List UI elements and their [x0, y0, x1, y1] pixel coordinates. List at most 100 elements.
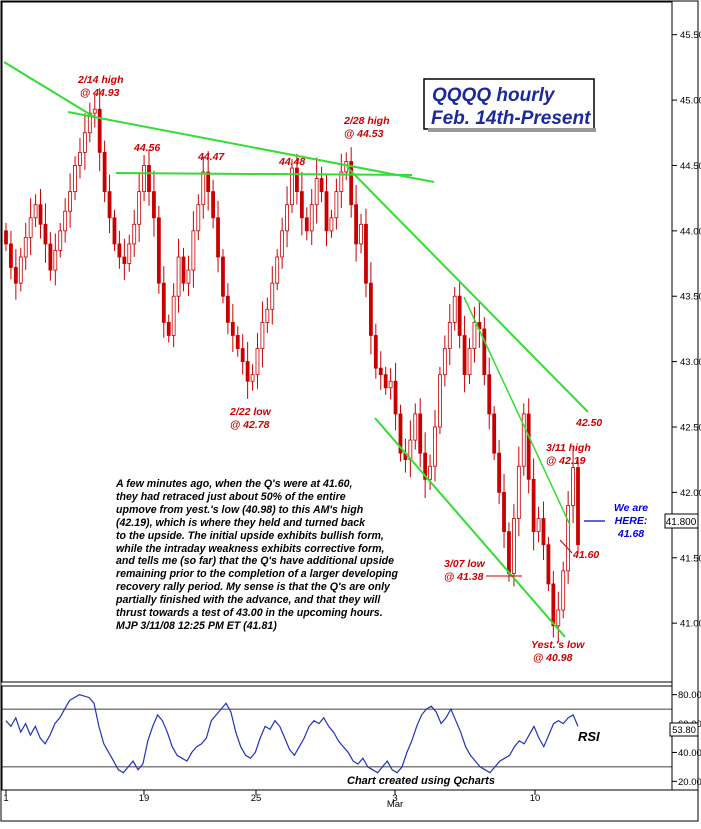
candle-body: [423, 452, 428, 480]
candle-body: [206, 171, 211, 193]
candle-body: [166, 321, 171, 336]
candle-body: [181, 256, 186, 284]
candle-body: [482, 328, 487, 376]
annotation-pointers: [486, 539, 573, 577]
commentary-line: A few minutes ago, when the Q's were at …: [116, 478, 353, 490]
commentary-line: they had retraced just about 50% of the …: [116, 490, 346, 503]
candle-body: [82, 132, 87, 153]
candle-body: [78, 151, 82, 166]
candle-body: [457, 295, 462, 336]
candle-body: [314, 178, 319, 206]
candle-body: [33, 204, 38, 219]
candle-body: [526, 413, 531, 480]
annotation-3-11-value: @ 42.19: [546, 455, 586, 467]
candle-body: [442, 348, 447, 376]
candle-body: [117, 243, 122, 258]
annotation-yest-low-label: Yest.'s low: [531, 639, 585, 651]
annotation-2-28-label: 2/28 high: [343, 115, 390, 127]
candle-body: [63, 210, 68, 232]
price-axis: 45.500 45.000 44.500 44.000 43.500 43.000 42.5…: [672, 30, 701, 630]
candle-body: [309, 204, 314, 232]
commentary-line: upmove from yest.'s low (40.98) to this …: [116, 503, 364, 516]
candle-body: [378, 367, 383, 376]
annotation-2-14-value: @ 44.93: [80, 87, 120, 99]
candle-body: [339, 171, 344, 193]
candle-body: [270, 282, 275, 310]
candle-body: [132, 223, 137, 245]
candle-body: [359, 223, 363, 245]
annotation-yest-low-value: @ 40.98: [533, 652, 573, 664]
annotation-2-22-value: @ 42.78: [230, 419, 270, 431]
rsi-current-box: [669, 722, 699, 737]
last-price-marker: 41.800: [664, 513, 699, 529]
we-are-here-line-2: HERE:: [615, 515, 648, 527]
title-line-2: Feb. 14th-Present: [431, 108, 591, 129]
price-tick-label: 44.500: [680, 161, 701, 172]
candle-body: [152, 191, 156, 219]
trendline-channel-bottom: [374, 417, 566, 638]
candle-body: [398, 413, 403, 454]
candle-body: [295, 167, 299, 193]
candle-body: [73, 165, 77, 193]
commentary-line: thrust towards a test of 43.00 in the up…: [116, 607, 383, 620]
trendline-channel-top: [346, 166, 589, 413]
title-box-shadow: [428, 128, 596, 132]
last-price-label: 41.800: [666, 517, 697, 528]
x-month-label: Mar: [387, 799, 403, 810]
rsi-label: RSI: [578, 729, 600, 744]
candle-body: [324, 191, 329, 232]
rsi-tick-label: 80.00: [678, 690, 701, 701]
commentary-line: recovery rally period. My sense is that …: [116, 581, 390, 594]
last-price-box: [664, 513, 699, 529]
x-tick-label: 10: [530, 793, 541, 804]
candle-body: [43, 223, 48, 245]
candle-body: [472, 321, 477, 349]
candle-body: [250, 374, 255, 382]
annotation-44-48: 44.48: [278, 156, 305, 168]
candle-body: [551, 583, 556, 627]
candle-body: [48, 243, 53, 271]
rsi-series: [2, 694, 672, 774]
rsi-current-marker: 53.80: [669, 722, 699, 737]
candle-body: [201, 171, 206, 206]
annotation-2-14-label: 2/14 high: [77, 74, 124, 86]
candle-body: [492, 413, 497, 454]
commentary-line: MJP 3/11/08 12:25 PM ET (41.81): [116, 619, 277, 632]
x-tick-label: 3: [392, 793, 397, 804]
candle-body: [216, 217, 220, 258]
candle-body: [516, 465, 521, 519]
candle-body: [354, 204, 359, 245]
rsi-tick-label: 20.00: [678, 777, 701, 788]
rsi-line: [5, 694, 579, 774]
candle-body: [147, 165, 151, 193]
candle-body: [102, 151, 107, 193]
candle-body: [364, 223, 368, 284]
candle-body: [245, 361, 250, 382]
candle-body: [221, 256, 225, 297]
candle-body: [68, 191, 73, 212]
candle-body: [462, 335, 467, 376]
candle-body: [383, 374, 388, 389]
candle-body: [502, 491, 506, 533]
candle-body: [329, 217, 334, 232]
x-axis: 1 19 25 3 10: [3, 790, 540, 804]
candle-body: [531, 478, 536, 533]
annotation-2-22-label: 2/22 low: [229, 406, 272, 418]
candle-body: [235, 335, 240, 349]
rsi-tick-label: 40.00: [678, 748, 701, 759]
candle-body: [541, 518, 546, 546]
price-tick-label: 43.500: [680, 292, 701, 303]
candle-body: [97, 108, 102, 153]
candle-body: [255, 348, 260, 376]
candle-body: [38, 204, 43, 225]
commentary-line: remaining prior to the completion of a l…: [116, 568, 398, 581]
annotation-3-07-value: @ 41.38: [444, 571, 484, 583]
we-are-here: We are HERE: 41.68: [614, 502, 648, 540]
candle-body: [304, 217, 309, 232]
annotation-44-56: 44.56: [133, 142, 160, 154]
price-tick-label: 41.500: [680, 553, 701, 564]
candle-body: [240, 348, 245, 363]
candle-body: [546, 544, 551, 585]
candle-body: [4, 230, 8, 245]
